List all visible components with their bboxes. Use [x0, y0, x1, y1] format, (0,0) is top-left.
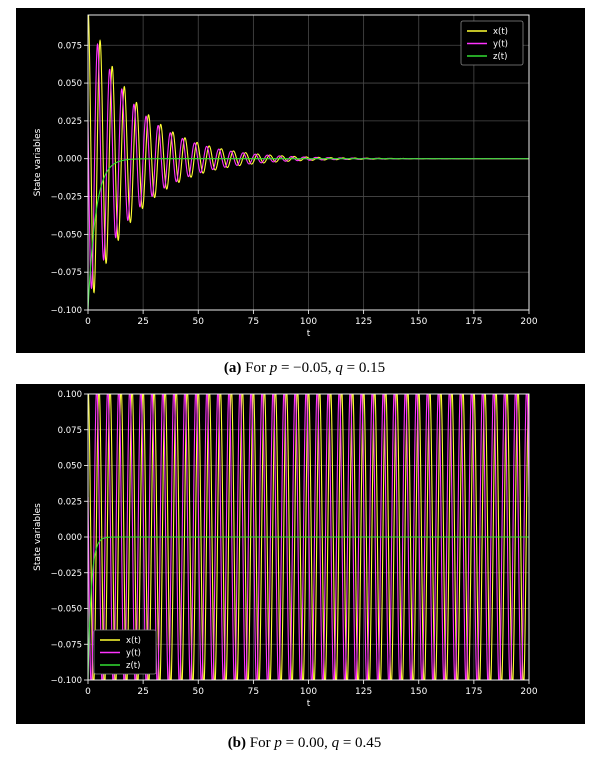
x-tick-label: 25: [137, 317, 148, 327]
y-tick-label: 0.025: [58, 117, 82, 127]
x-tick-label: 200: [520, 687, 537, 697]
y-tick-label: −0.050: [51, 605, 82, 615]
x-tick-label: 25: [137, 687, 148, 697]
caption-param-name: p: [274, 735, 282, 751]
legend-box: [93, 629, 157, 675]
x-tick-label: 175: [465, 687, 482, 697]
x-tick-label: 125: [355, 687, 372, 697]
caption-param-name: q: [335, 360, 343, 376]
y-tick-label: 0.075: [58, 41, 82, 51]
x-axis-label: t: [307, 329, 311, 339]
x-tick-label: 0: [85, 317, 91, 327]
legend-label: y(t): [493, 40, 508, 50]
caption-param-name: q: [331, 735, 340, 751]
y-tick-label: −0.100: [51, 676, 82, 686]
series-line-xt: [88, 394, 529, 680]
series-line-yt: [88, 394, 529, 680]
x-tick-label: 100: [300, 687, 317, 697]
y-tick-label: 0.000: [58, 155, 82, 165]
chart-panel-b: 0 25 50 75 100 125 150 175 200 −0.100 −0.075 −0.050…: [16, 384, 585, 724]
x-tick-label: 150: [410, 317, 427, 327]
y-tick-label: 0.050: [58, 462, 82, 472]
x-tick-label: 150: [410, 687, 427, 697]
x-tick-label: 50: [193, 687, 205, 697]
y-tick-label: 0.050: [58, 79, 82, 89]
legend-label: x(t): [126, 636, 141, 646]
legend-label: z(t): [493, 52, 507, 62]
chart-a-svg: 0 25 50 75 100 125 150 175 200 −0.100 −0.075 −0.050…: [33, 14, 538, 339]
caption-panel-label: (b): [227, 735, 247, 751]
y-tick-label: 0.000: [58, 533, 82, 543]
y-tick-label: −0.100: [51, 306, 82, 316]
legend-box: [460, 20, 524, 66]
caption-panel-label: (a): [223, 360, 242, 376]
x-tick-label: 0: [85, 687, 91, 697]
y-axis-label: State variables: [33, 503, 43, 571]
x-tick-label: 75: [248, 687, 259, 697]
x-tick-label: 125: [355, 317, 372, 327]
series-line-zt: [88, 536, 529, 680]
y-tick-label: −0.025: [51, 193, 82, 203]
y-tick-label: −0.075: [51, 268, 82, 278]
y-tick-label: −0.050: [51, 230, 82, 240]
y-tick-label: 0.100: [58, 390, 82, 400]
caption-param-name: p: [269, 360, 278, 376]
legend-label: y(t): [126, 649, 141, 659]
y-tick-label: −0.025: [51, 569, 82, 579]
x-tick-label: 75: [248, 317, 259, 327]
y-tick-label: −0.075: [51, 640, 82, 650]
caption-a: (a) For p = −0.05, q = 0.15: [223, 360, 386, 376]
y-axis-label: State variables: [33, 128, 43, 196]
x-tick-label: 100: [300, 317, 317, 327]
legend-label: z(t): [126, 661, 140, 671]
legend-label: x(t): [493, 27, 508, 37]
x-tick-label: 50: [193, 317, 205, 327]
chart-panel-a: 0 25 50 75 100 125 150 175 200 −0.100 −0.075 −0.050…: [16, 8, 585, 353]
chart-b-svg: 0 25 50 75 100 125 150 175 200 −0.100 −0.075 −0.050…: [33, 390, 538, 709]
x-axis-label: t: [307, 699, 311, 709]
caption-b: (b) For p = 0.00, q = 0.45: [227, 735, 382, 751]
series-line-zt: [88, 158, 529, 310]
y-tick-label: 0.025: [58, 497, 82, 507]
y-tick-label: 0.075: [58, 426, 82, 436]
x-tick-label: 200: [520, 317, 537, 327]
x-tick-label: 175: [465, 317, 482, 327]
